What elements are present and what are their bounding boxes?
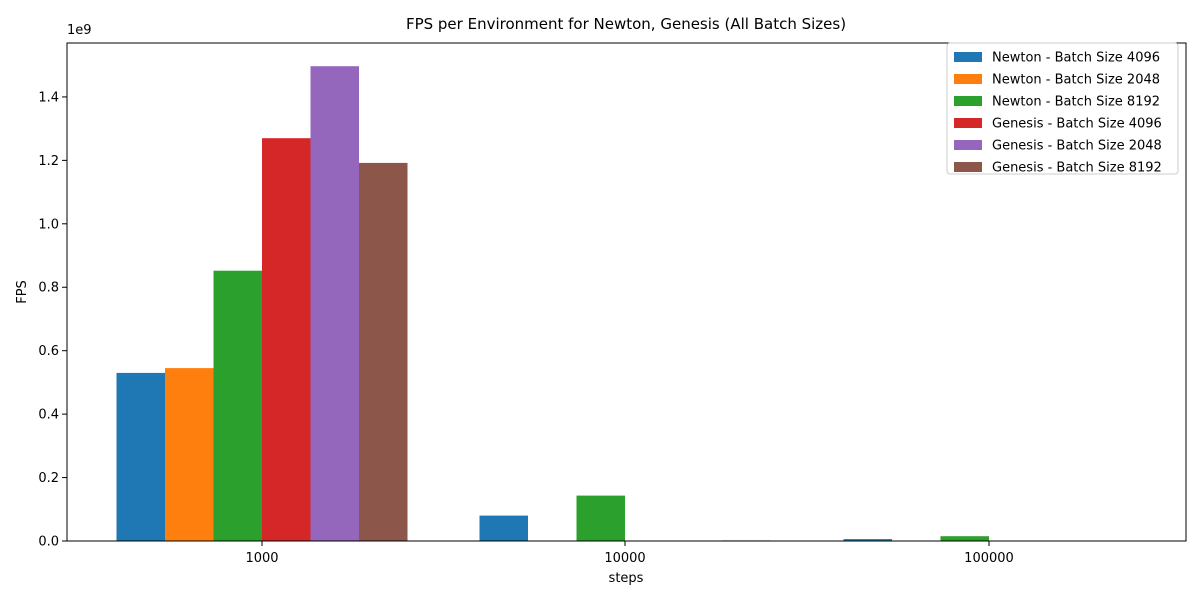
axes-frame — [66, 42, 1187, 542]
x-tick-label: 1000 — [245, 551, 278, 566]
bars-layer — [116, 66, 989, 542]
legend-label: Genesis - Batch Size 8192 — [992, 161, 1162, 176]
y-tick-label: 0.6 — [38, 344, 59, 359]
bar-genesis-batch-size-4096-1000 — [262, 138, 311, 541]
y-tick-label: 0.0 — [38, 535, 59, 550]
legend-label: Newton - Batch Size 8192 — [992, 95, 1160, 110]
legend-swatch — [954, 96, 982, 106]
legend-label: Genesis - Batch Size 2048 — [992, 139, 1162, 154]
legend-label: Newton - Batch Size 4096 — [992, 51, 1160, 66]
bar-newton-batch-size-4096-10000 — [479, 515, 528, 541]
bar-genesis-batch-size-2048-1000 — [310, 66, 359, 541]
x-axis: 1000 10000 100000 — [245, 541, 1014, 566]
legend-swatch — [954, 140, 982, 150]
legend-swatch — [954, 52, 982, 62]
bar-genesis-batch-size-8192-1000 — [359, 162, 408, 541]
y-tick-label: 0.2 — [38, 471, 59, 486]
bar-newton-batch-size-8192-1000 — [213, 270, 262, 541]
legend-frame — [946, 42, 1179, 175]
legend-label: Genesis - Batch Size 4096 — [992, 117, 1162, 132]
legend-swatch — [954, 118, 982, 128]
x-tick-label: 100000 — [964, 551, 1014, 566]
y-tick-label: 0.8 — [38, 281, 59, 296]
x-tick-label: 10000 — [604, 551, 645, 566]
y-axis-label: FPS — [15, 280, 30, 304]
bar-newton-batch-size-4096-100000 — [843, 539, 892, 541]
bar-newton-batch-size-4096-1000 — [116, 372, 165, 541]
y-tick-label: 1.4 — [38, 90, 59, 105]
y-axis-scale-label: 1e9 — [67, 23, 92, 38]
x-axis-label: steps — [609, 571, 644, 586]
chart-title: FPS per Environment for Newton, Genesis … — [406, 15, 846, 33]
bar-newton-batch-size-8192-10000 — [576, 495, 625, 541]
legend-swatch — [954, 74, 982, 84]
legend-label: Newton - Batch Size 2048 — [992, 73, 1160, 88]
y-tick-label: 1.0 — [38, 217, 59, 232]
bar-newton-batch-size-2048-1000 — [165, 368, 214, 541]
y-tick-label: 0.4 — [38, 408, 59, 423]
legend-swatch — [954, 162, 982, 172]
bar-newton-batch-size-8192-100000 — [940, 536, 989, 541]
y-tick-label: 1.2 — [38, 154, 59, 169]
legend: Newton - Batch Size 4096 Newton - Batch S… — [946, 42, 1179, 176]
y-axis: 0.0 0.2 0.4 0.6 0.8 1.0 1.2 1.4 — [38, 90, 67, 550]
